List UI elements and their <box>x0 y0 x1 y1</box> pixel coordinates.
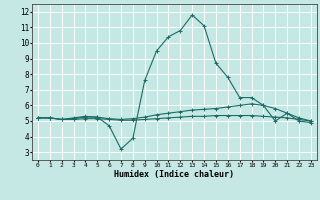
X-axis label: Humidex (Indice chaleur): Humidex (Indice chaleur) <box>115 170 234 179</box>
